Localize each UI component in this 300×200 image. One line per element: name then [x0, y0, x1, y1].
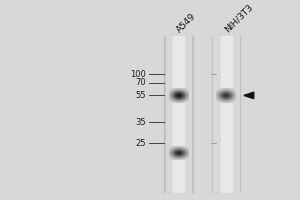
Bar — [173, 36, 184, 192]
Bar — [212, 36, 240, 192]
Bar — [164, 36, 193, 192]
Text: 35: 35 — [135, 118, 146, 127]
Text: 100: 100 — [130, 70, 146, 79]
Polygon shape — [244, 92, 254, 99]
Bar — [221, 36, 232, 192]
Text: 55: 55 — [135, 91, 146, 100]
Bar — [214, 36, 239, 192]
Text: 70: 70 — [135, 78, 146, 87]
Text: A549: A549 — [176, 11, 198, 34]
Text: 25: 25 — [135, 139, 146, 148]
Bar — [166, 36, 191, 192]
Text: NIH/3T3: NIH/3T3 — [223, 2, 255, 34]
